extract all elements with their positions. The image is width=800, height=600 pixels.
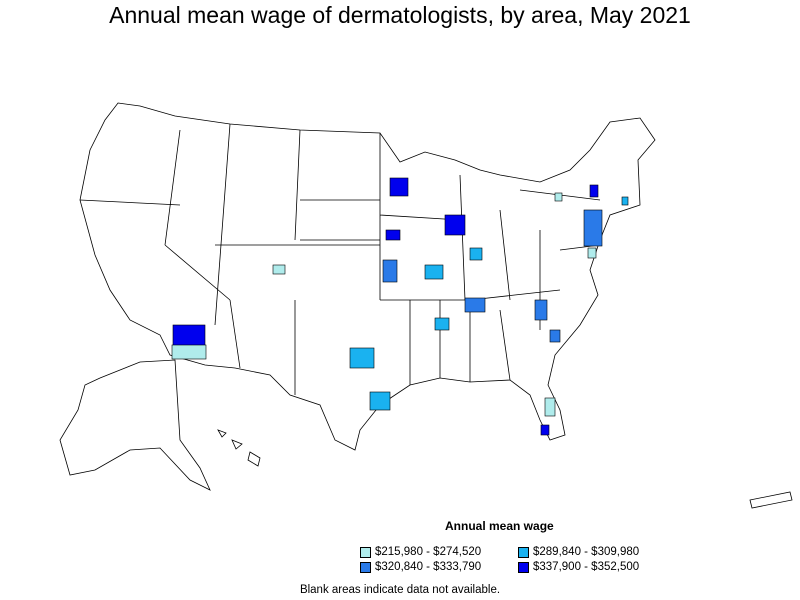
metro-albany xyxy=(589,184,599,198)
metro-dallas xyxy=(349,347,375,369)
metro-charlotte xyxy=(534,299,548,321)
hawaii-outline xyxy=(217,429,261,467)
metro-rochester xyxy=(554,192,563,202)
legend-item-4: $337,900 - $352,500 xyxy=(518,561,639,573)
legend-swatch-2 xyxy=(518,546,529,558)
legend-title: Annual mean wage xyxy=(445,519,554,533)
metro-phoenix xyxy=(172,324,206,348)
metro-houston xyxy=(369,391,391,411)
contiguous-us-outline xyxy=(79,102,656,451)
legend-item-2: $289,840 - $309,980 xyxy=(518,546,639,558)
legend-swatch-1 xyxy=(360,546,371,558)
legend-swatch-3 xyxy=(360,561,371,573)
metro-colorado-springs xyxy=(272,264,286,275)
metro-nashville xyxy=(464,297,486,313)
legend-item-3: $320,840 - $333,790 xyxy=(360,561,481,573)
metro-chicago xyxy=(444,214,466,236)
metro-kansas-city xyxy=(382,259,398,283)
map-title: Annual mean wage of dermatologists, by a… xyxy=(109,2,691,28)
alaska-outline xyxy=(59,359,211,491)
legend-label-4: $337,900 - $352,500 xyxy=(533,561,640,573)
metro-memphis xyxy=(434,317,450,331)
legend-swatch-4 xyxy=(518,561,529,573)
metro-tucson xyxy=(171,344,207,360)
metro-minneapolis xyxy=(389,177,409,197)
metro-tampa xyxy=(544,397,556,417)
country-outlines xyxy=(59,102,793,509)
metro-st-louis xyxy=(424,264,444,280)
metro-charleston xyxy=(549,329,561,343)
legend-label-1: $215,980 - $274,520 xyxy=(375,546,482,558)
legend-item-1: $215,980 - $274,520 xyxy=(360,546,481,558)
metro-areas xyxy=(171,177,629,436)
footnote: Blank areas indicate data not available. xyxy=(299,584,501,596)
metro-salisbury xyxy=(587,247,597,259)
legend-label-3: $320,840 - $333,790 xyxy=(375,561,482,573)
legend-label-2: $289,840 - $309,980 xyxy=(533,546,640,558)
metro-des-moines xyxy=(385,229,401,241)
puerto-rico-outline xyxy=(749,491,793,509)
metro-providence xyxy=(621,196,629,206)
metro-northeast-corridor xyxy=(583,209,603,247)
metro-indianapolis xyxy=(469,247,483,261)
metro-miami xyxy=(540,424,550,436)
